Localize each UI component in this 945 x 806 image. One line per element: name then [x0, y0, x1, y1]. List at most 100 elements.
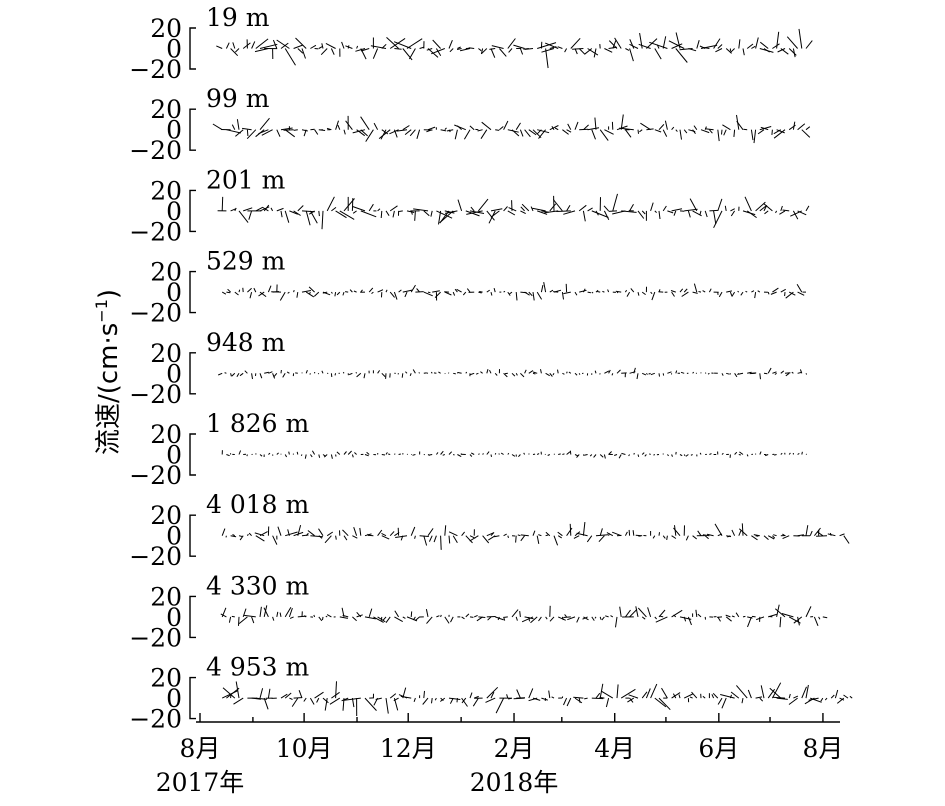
velocity-stick: [499, 49, 506, 57]
velocity-stick: [676, 371, 677, 374]
velocity-stick: [638, 292, 639, 296]
velocity-stick: [570, 524, 571, 536]
velocity-stick: [310, 45, 316, 48]
velocity-stick: [479, 292, 482, 293]
velocity-stick: [496, 698, 504, 713]
velocity-stick: [357, 373, 361, 377]
velocity-stick: [415, 536, 416, 539]
velocity-stick: [645, 455, 647, 457]
velocity-stick: [663, 536, 665, 539]
velocity-stick: [715, 49, 722, 52]
velocity-stick: [659, 616, 663, 617]
velocity-stick: [798, 124, 805, 130]
velocity-stick: [345, 292, 348, 293]
velocity-stick: [806, 127, 810, 130]
velocity-stick: [806, 525, 808, 536]
velocity-stick: [602, 617, 605, 620]
velocity-stick: [844, 695, 849, 698]
velocity-stick: [445, 373, 446, 374]
velocity-stick: [640, 123, 650, 130]
velocity-stick: [213, 124, 222, 130]
velocity-stick: [583, 455, 584, 456]
velocity-stick: [504, 291, 505, 292]
velocity-stick: [579, 290, 586, 292]
velocity-stick: [386, 698, 388, 714]
velocity-stick: [352, 617, 356, 621]
velocity-stick: [558, 47, 563, 49]
velocity-stick: [470, 693, 472, 699]
velocity-stick: [669, 41, 684, 49]
velocity-stick: [436, 616, 439, 617]
x-tick-label: 2月: [494, 734, 535, 763]
velocity-stick: [382, 373, 385, 376]
velocity-stick: [588, 208, 593, 211]
velocity-stick: [302, 130, 308, 131]
velocity-stick: [558, 536, 562, 538]
velocity-stick: [722, 373, 723, 375]
velocity-stick: [310, 373, 311, 374]
velocity-stick: [742, 698, 743, 703]
velocity-stick: [667, 455, 668, 456]
velocity-stick: [590, 455, 592, 457]
velocity-stick: [379, 130, 390, 139]
velocity-stick: [583, 211, 585, 221]
velocity-stick: [411, 611, 412, 617]
velocity-stick: [638, 608, 646, 617]
velocity-stick: [649, 454, 650, 455]
velocity-stick: [604, 130, 613, 135]
velocity-stick: [323, 617, 324, 620]
velocity-stick: [726, 291, 732, 292]
y-tick-label: −20: [129, 55, 182, 84]
velocity-stick: [226, 130, 240, 133]
velocity-stick: [672, 536, 676, 539]
velocity-stick: [797, 284, 802, 292]
velocity-stick: [304, 698, 306, 701]
velocity-stick: [490, 370, 492, 373]
velocity-stick: [604, 455, 605, 459]
velocity-stick: [451, 617, 454, 622]
velocity-stick: [433, 40, 441, 49]
velocity-stick: [310, 536, 323, 537]
velocity-stick: [231, 373, 232, 376]
velocity-stick: [306, 211, 310, 225]
velocity-stick: [819, 617, 820, 619]
velocity-stick: [237, 119, 239, 130]
velocity-stick: [584, 455, 587, 456]
velocity-stick: [315, 692, 324, 698]
velocity-stick: [281, 211, 282, 217]
x-tick-label: 8月: [180, 734, 221, 763]
velocity-stick: [521, 207, 525, 211]
velocity-stick: [344, 536, 347, 540]
velocity-stick: [322, 43, 323, 48]
velocity-stick: [343, 530, 349, 536]
velocity-stick: [299, 690, 302, 698]
velocity-stick: [382, 536, 389, 539]
velocity-stick: [327, 615, 331, 617]
velocity-stick: [390, 531, 394, 535]
velocity-stick: [305, 455, 306, 459]
velocity-stick: [225, 373, 227, 374]
velocity-stick: [222, 197, 223, 211]
velocity-stick: [399, 290, 402, 292]
velocity-stick: [781, 206, 783, 211]
velocity-stick: [512, 455, 515, 457]
velocity-stick: [713, 693, 718, 698]
velocity-stick: [321, 49, 327, 55]
velocity-stick: [466, 372, 467, 373]
velocity-stick: [730, 292, 731, 296]
velocity-stick: [549, 691, 550, 699]
velocity-stick: [383, 617, 386, 621]
velocity-stick: [346, 121, 353, 130]
velocity-stick: [688, 211, 690, 218]
velocity-stick: [565, 614, 567, 617]
velocity-stick: [676, 130, 678, 132]
velocity-stick: [665, 121, 667, 130]
velocity-stick: [405, 130, 411, 135]
velocity-stick: [327, 532, 333, 536]
velocity-stick: [229, 617, 230, 623]
y-tick-label: −20: [129, 136, 182, 165]
velocity-stick: [411, 527, 415, 536]
velocity-stick: [596, 535, 608, 536]
